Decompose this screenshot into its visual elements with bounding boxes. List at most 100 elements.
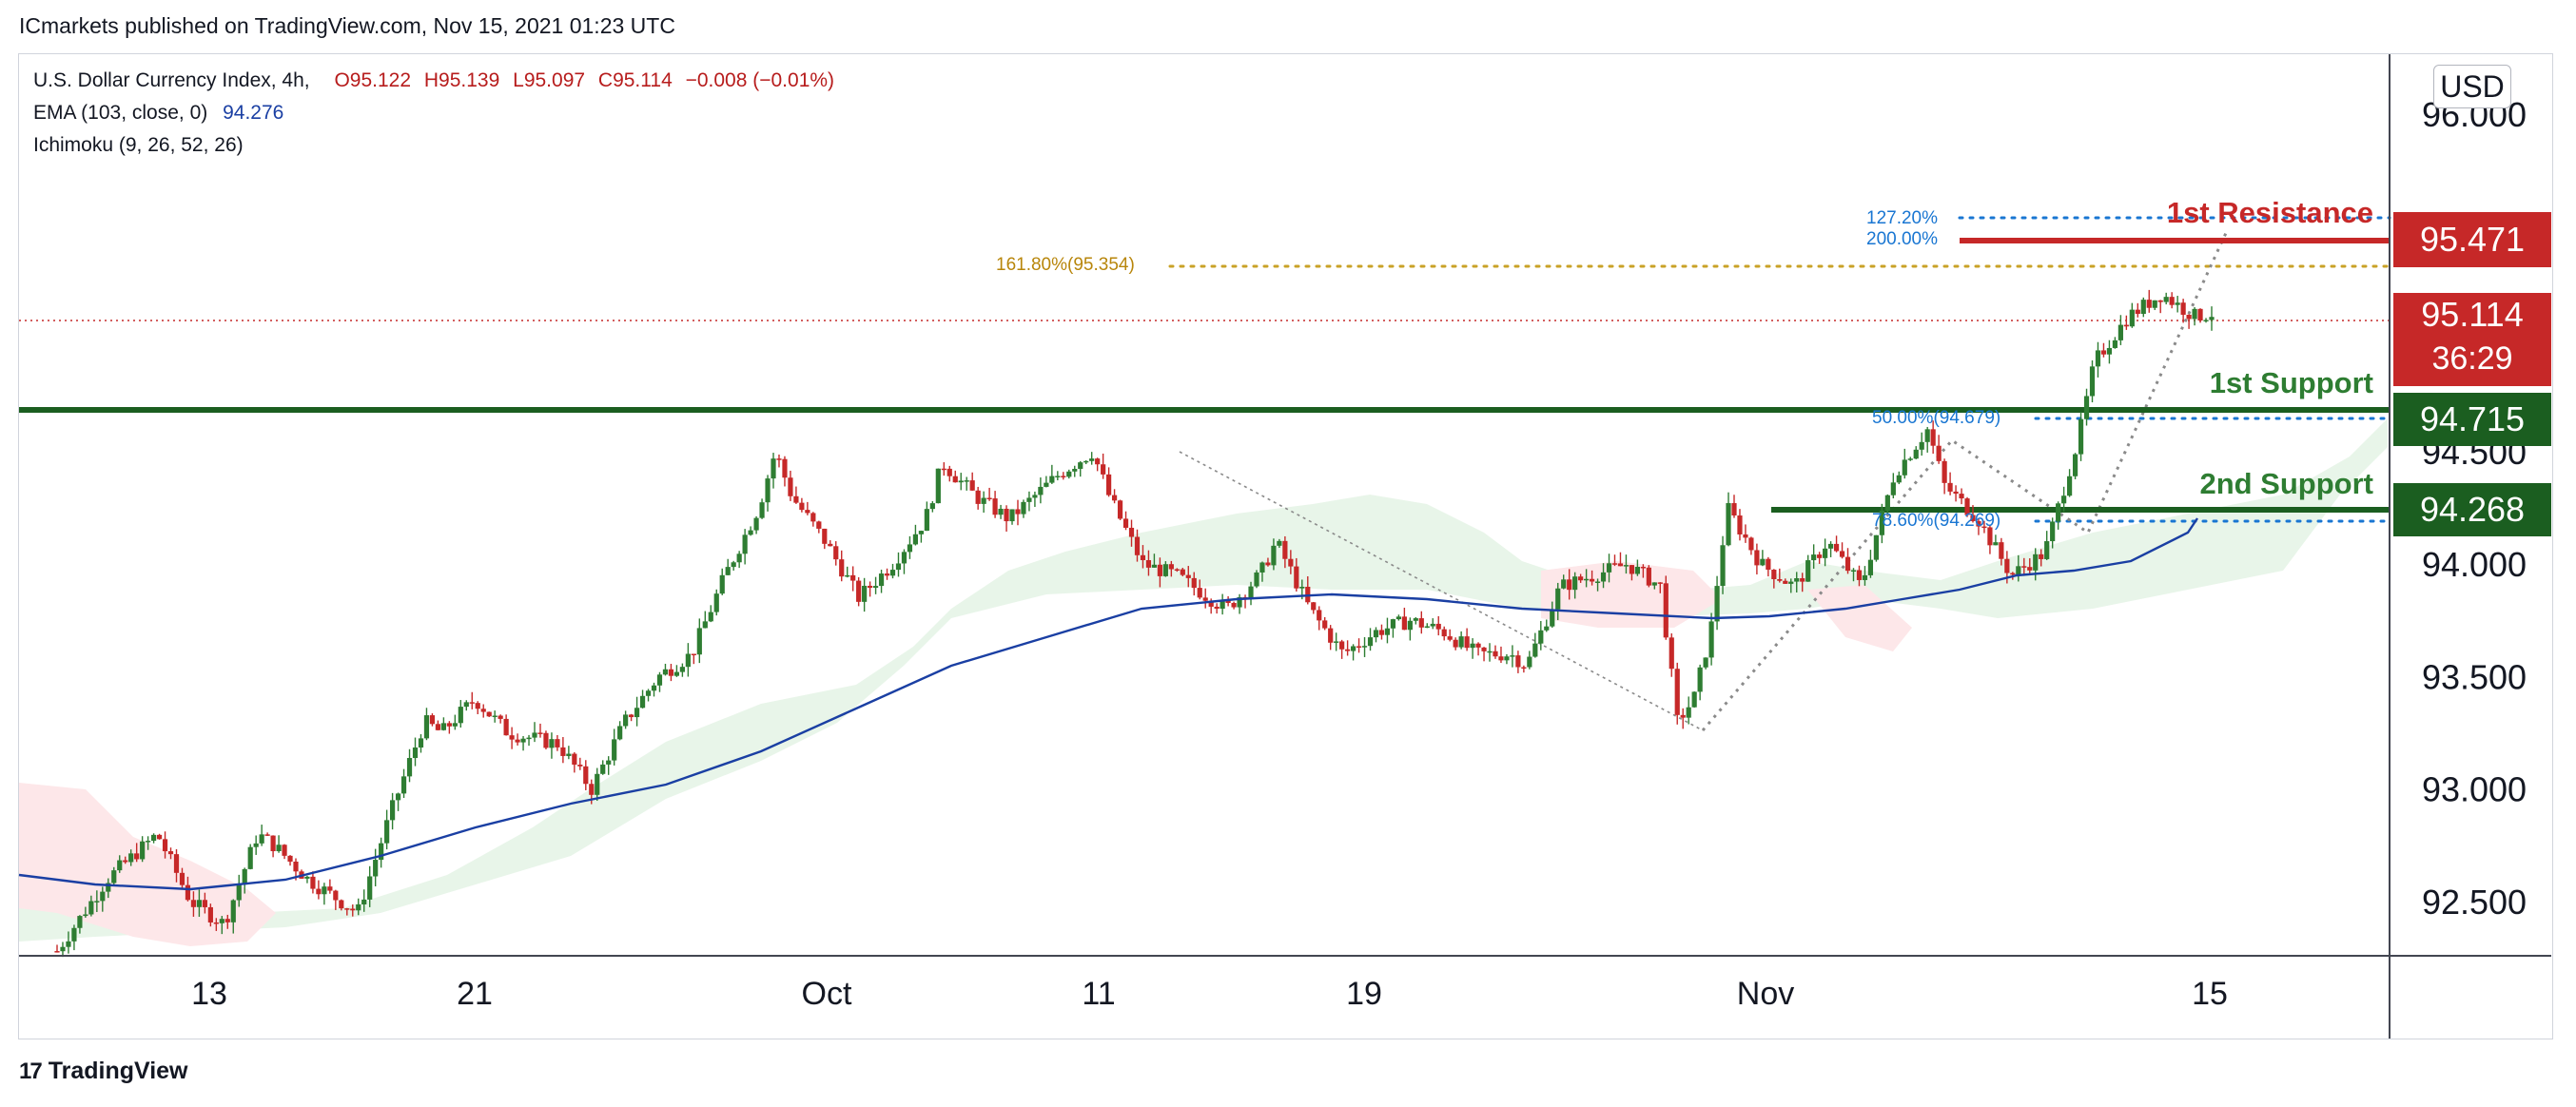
candle-down — [167, 851, 174, 855]
candle-down — [1589, 578, 1595, 582]
candle-down — [793, 495, 799, 503]
candle-up — [656, 674, 663, 686]
symbol-label[interactable]: U.S. Dollar Currency Index, 4h, — [33, 69, 310, 91]
candle-down — [1856, 570, 1863, 580]
candle-down — [1737, 515, 1743, 534]
resistance-price-tag: 95.471 — [2393, 212, 2551, 267]
candle-down — [190, 900, 197, 907]
candle-down — [816, 521, 822, 529]
candle-up — [2056, 503, 2061, 522]
candle-down — [1418, 618, 1424, 628]
candle-down — [1197, 588, 1202, 598]
support1-label: 1st Support — [2209, 366, 2373, 399]
candle-down — [202, 900, 207, 907]
candle-down — [1157, 564, 1162, 576]
candle-down — [1191, 577, 1197, 589]
candle-up — [1823, 548, 1828, 558]
candle-down — [1174, 569, 1180, 571]
fib-78-label: 78.60%(94.269) — [1872, 511, 2001, 531]
candle-up — [1561, 579, 1567, 589]
candle-up — [1072, 469, 1078, 472]
candle-up — [532, 732, 537, 738]
candle-up — [412, 747, 419, 759]
cloud-bearish — [19, 783, 276, 946]
x-tick-label: 15 — [2192, 976, 2228, 1012]
candle-up — [2044, 541, 2050, 559]
currency-button[interactable]: USD — [2433, 65, 2511, 108]
chart-legend: U.S. Dollar Currency Index, 4h, O95.122 … — [33, 65, 834, 162]
candle-up — [912, 534, 919, 545]
candle-down — [1225, 600, 1231, 603]
candle-up — [259, 834, 264, 844]
candle-down — [1095, 458, 1101, 465]
candle-up — [1555, 588, 1561, 610]
candle-down — [224, 919, 230, 922]
candle-down — [1475, 643, 1481, 648]
candle-down — [282, 845, 287, 856]
candle-down — [1435, 623, 1441, 630]
candle-down — [162, 839, 168, 852]
candle-down — [1453, 639, 1458, 648]
candle-down — [1731, 503, 1737, 516]
candle-down — [1800, 578, 1805, 582]
x-tick-label: Oct — [802, 976, 852, 1012]
candle-up — [1066, 471, 1072, 477]
candle-down — [344, 908, 350, 910]
candle-up — [83, 914, 88, 917]
tradingview-logo[interactable]: 17 TradingView — [19, 1058, 188, 1085]
candle-down — [839, 559, 845, 577]
candle-up — [2083, 396, 2090, 419]
candle-up — [1594, 581, 1601, 583]
candle-up — [600, 764, 606, 774]
candle-down — [1128, 527, 1135, 537]
candle-down — [1140, 554, 1146, 560]
candle-up — [140, 841, 146, 860]
candle-up — [1220, 600, 1225, 610]
candle-down — [1447, 636, 1453, 640]
ichimoku-indicator-label[interactable]: Ichimoku (9, 26, 52, 26) — [33, 134, 244, 156]
candle-down — [1061, 476, 1066, 477]
candle-down — [1515, 655, 1521, 668]
candle-up — [1384, 628, 1391, 635]
candle-down — [173, 854, 180, 873]
candle-up — [71, 927, 77, 942]
candle-up — [872, 586, 879, 589]
candle-down — [1317, 610, 1322, 621]
candle-up — [771, 458, 776, 479]
candle-down — [537, 732, 543, 734]
candle-up — [418, 738, 424, 748]
candle-down — [1783, 580, 1788, 584]
candle-up — [742, 534, 748, 554]
candle-down — [884, 573, 890, 576]
candle-down — [822, 528, 828, 544]
ema-indicator-label[interactable]: EMA (103, close, 0) — [33, 102, 208, 124]
candle-up — [1896, 475, 1902, 483]
candle-up — [253, 843, 259, 847]
support2-label: 2nd Support — [2199, 467, 2373, 500]
candle-up — [1919, 441, 1924, 450]
candle-up — [895, 563, 902, 571]
candle-up — [617, 726, 623, 740]
candle-down — [1378, 630, 1385, 635]
candle-up — [685, 653, 691, 668]
candle-up — [1827, 543, 1834, 549]
candle-up — [2112, 340, 2118, 348]
candle-up — [1550, 609, 1555, 627]
candle-down — [572, 753, 577, 766]
candle-up — [2089, 366, 2096, 397]
y-tick-label: 94.000 — [2422, 545, 2527, 584]
candle-up — [379, 843, 384, 861]
candle-up — [1407, 620, 1413, 631]
candle-up — [219, 919, 224, 923]
candle-up — [2095, 350, 2101, 367]
publisher-header: ICmarkets published on TradingView.com, … — [19, 13, 675, 38]
candle-down — [1936, 445, 1942, 461]
tradingview-brand: TradingView — [48, 1058, 188, 1084]
candle-down — [1839, 551, 1845, 557]
candle-up — [765, 478, 771, 503]
candle-down — [1498, 656, 1504, 661]
candle-up — [1510, 655, 1515, 657]
candle-up — [2117, 324, 2123, 340]
candle-up — [1458, 636, 1464, 648]
